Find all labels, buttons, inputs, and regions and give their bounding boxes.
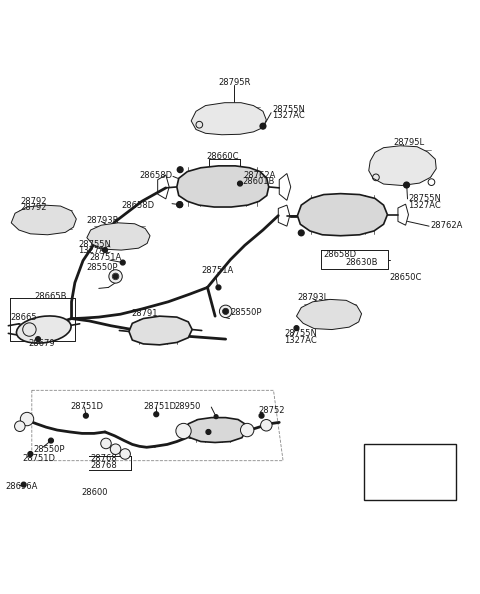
- Text: 28768: 28768: [91, 454, 118, 463]
- Polygon shape: [298, 194, 387, 236]
- Text: 28791: 28791: [131, 309, 157, 318]
- Text: 28950: 28950: [174, 402, 201, 410]
- Circle shape: [177, 202, 182, 207]
- Text: 28768: 28768: [91, 461, 118, 470]
- Text: 28751D: 28751D: [144, 402, 176, 410]
- Text: 28755N: 28755N: [78, 240, 111, 249]
- Circle shape: [261, 419, 272, 431]
- Text: 28696A: 28696A: [5, 482, 38, 491]
- Text: 28792: 28792: [21, 203, 48, 212]
- Text: 1327AC: 1327AC: [408, 201, 441, 210]
- Polygon shape: [11, 205, 76, 235]
- Circle shape: [84, 413, 88, 418]
- Circle shape: [154, 412, 158, 416]
- Ellipse shape: [16, 316, 71, 343]
- Polygon shape: [87, 223, 150, 250]
- Circle shape: [110, 444, 121, 454]
- Circle shape: [206, 429, 211, 434]
- Circle shape: [120, 448, 131, 459]
- Text: 28650C: 28650C: [389, 273, 422, 282]
- Text: 28660C: 28660C: [206, 152, 239, 161]
- Circle shape: [20, 412, 34, 426]
- Text: 28550P: 28550P: [87, 263, 119, 272]
- Circle shape: [21, 482, 26, 487]
- Circle shape: [101, 438, 111, 448]
- FancyBboxPatch shape: [364, 444, 456, 500]
- Text: 28751D: 28751D: [22, 454, 55, 463]
- Polygon shape: [369, 146, 436, 185]
- Text: 28600: 28600: [81, 488, 108, 497]
- Circle shape: [404, 182, 409, 188]
- Circle shape: [36, 337, 40, 342]
- Circle shape: [294, 326, 299, 330]
- Text: 28550P: 28550P: [230, 308, 262, 317]
- Circle shape: [113, 274, 118, 279]
- Text: 28755N: 28755N: [408, 194, 441, 203]
- Polygon shape: [177, 166, 269, 207]
- Polygon shape: [191, 103, 266, 135]
- Text: 1327AC: 1327AC: [284, 336, 317, 345]
- Circle shape: [216, 285, 221, 290]
- Circle shape: [404, 182, 409, 187]
- Text: 28762A: 28762A: [243, 172, 276, 181]
- Circle shape: [260, 124, 266, 129]
- Text: 28793L: 28793L: [298, 292, 329, 302]
- Circle shape: [177, 167, 183, 173]
- Text: 28793R: 28793R: [87, 216, 120, 225]
- Text: 28751D: 28751D: [70, 402, 103, 410]
- Text: 28755N: 28755N: [284, 329, 317, 339]
- Circle shape: [238, 181, 242, 186]
- Text: 28630B: 28630B: [345, 258, 378, 267]
- Text: 28752: 28752: [258, 406, 285, 415]
- Circle shape: [14, 421, 25, 431]
- Text: 28792: 28792: [21, 197, 48, 206]
- Text: 28795L: 28795L: [393, 138, 424, 147]
- Text: 28762A: 28762A: [431, 221, 463, 230]
- Circle shape: [240, 424, 254, 437]
- Text: 28751A: 28751A: [89, 253, 121, 262]
- Text: 1327AC: 1327AC: [272, 111, 305, 120]
- Circle shape: [109, 270, 122, 283]
- Text: 28679: 28679: [28, 339, 55, 349]
- Text: 28755N: 28755N: [272, 105, 305, 114]
- Polygon shape: [129, 316, 192, 345]
- Circle shape: [261, 124, 265, 128]
- Text: 28665: 28665: [10, 312, 37, 321]
- Text: 28601B: 28601B: [242, 177, 275, 186]
- Circle shape: [120, 260, 125, 265]
- Circle shape: [214, 415, 218, 419]
- Circle shape: [299, 230, 304, 236]
- Polygon shape: [185, 418, 246, 443]
- Text: 28751A: 28751A: [202, 266, 234, 274]
- Text: 28658D: 28658D: [122, 201, 155, 210]
- Text: 28658D: 28658D: [324, 251, 357, 260]
- Circle shape: [223, 309, 228, 314]
- Circle shape: [177, 202, 182, 207]
- Text: 1140ND: 1140ND: [392, 453, 429, 462]
- Text: 28658D: 28658D: [139, 171, 172, 180]
- Circle shape: [219, 305, 232, 318]
- Circle shape: [28, 451, 33, 456]
- Circle shape: [259, 413, 264, 418]
- Polygon shape: [297, 299, 361, 330]
- Circle shape: [103, 248, 108, 252]
- Circle shape: [48, 438, 53, 443]
- Text: 28679C: 28679C: [182, 432, 215, 441]
- Text: 28550P: 28550P: [33, 445, 65, 454]
- Text: 1327AC: 1327AC: [78, 246, 111, 255]
- Circle shape: [176, 424, 191, 438]
- Text: 28665B: 28665B: [34, 292, 67, 301]
- Text: 28795R: 28795R: [218, 78, 251, 87]
